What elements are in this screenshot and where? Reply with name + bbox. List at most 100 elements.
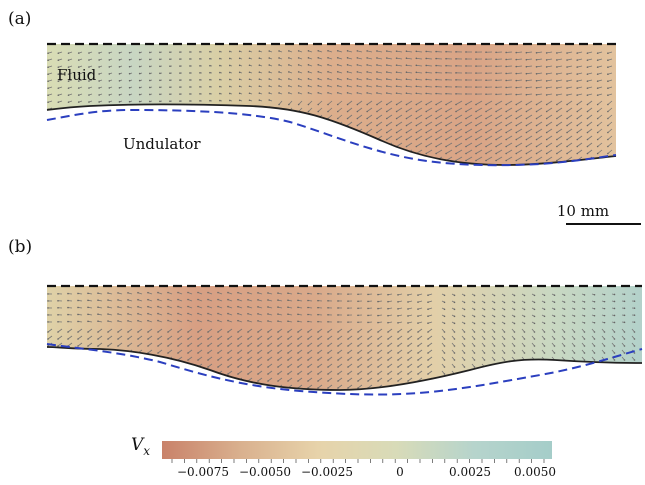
- velocity-arrow-head: [149, 79, 151, 82]
- velocity-arrow-head: [445, 124, 447, 127]
- velocity-arrow-head: [108, 52, 111, 54]
- velocity-arrow-head: [475, 117, 477, 120]
- velocity-arrow-head: [337, 387, 339, 389]
- velocity-arrow-head: [525, 131, 528, 134]
- velocity-arrow-head: [297, 145, 300, 148]
- velocity-arrow-head: [227, 312, 229, 315]
- velocity-arrow-head: [563, 345, 566, 347]
- velocity-arrow: [257, 328, 263, 333]
- velocity-arrow: [187, 328, 193, 333]
- velocity-arrow-head: [278, 64, 280, 66]
- velocity-arrow: [546, 72, 553, 75]
- velocity-arrow-head: [169, 72, 171, 75]
- velocity-arrow-head: [57, 59, 60, 61]
- velocity-arrow: [237, 328, 243, 333]
- velocity-arrow: [77, 356, 83, 361]
- velocity-arrow-head: [67, 313, 69, 316]
- velocity-arrow-head: [366, 50, 368, 52]
- velocity-arrow: [367, 377, 373, 382]
- velocity-arrow-head: [307, 64, 310, 66]
- velocity-arrow: [377, 335, 383, 340]
- velocity-arrow: [556, 107, 563, 112]
- velocity-arrow-head: [563, 352, 566, 354]
- velocity-arrow-head: [98, 157, 100, 159]
- velocity-arrow-head: [385, 103, 388, 106]
- velocity-arrow-head: [128, 128, 131, 131]
- velocity-arrow-head: [87, 292, 89, 295]
- velocity-arrow-head: [97, 331, 99, 333]
- velocity-arrow-head: [207, 331, 209, 333]
- velocity-arrow-head: [207, 298, 209, 301]
- velocity-arrow-head: [553, 345, 556, 347]
- velocity-arrow-head: [596, 73, 599, 75]
- velocity-arrow-head: [495, 65, 497, 68]
- velocity-arrow: [298, 142, 303, 147]
- velocity-arrow-head: [553, 366, 556, 368]
- velocity-arrow: [546, 93, 553, 96]
- velocity-arrow: [485, 142, 493, 147]
- velocity-arrow-head: [427, 345, 429, 347]
- velocity-arrow: [117, 363, 123, 368]
- velocity-arrow: [407, 370, 413, 375]
- velocity-arrow-head: [108, 122, 111, 124]
- velocity-arrow: [526, 128, 533, 133]
- velocity-arrow-head: [47, 66, 49, 68]
- velocity-arrow: [347, 328, 353, 333]
- velocity-arrow: [406, 142, 413, 147]
- velocity-arrow: [416, 128, 423, 133]
- velocity-arrow-head: [237, 319, 239, 322]
- velocity-arrow-head: [493, 352, 496, 354]
- velocity-arrow-head: [317, 92, 320, 94]
- velocity-arrow: [47, 356, 53, 361]
- velocity-arrow-head: [278, 124, 280, 127]
- velocity-arrow-head: [566, 73, 568, 75]
- velocity-arrow: [366, 142, 373, 147]
- velocity-arrow-head: [405, 152, 408, 155]
- velocity-arrow-head: [118, 87, 121, 89]
- velocity-arrow-head: [407, 322, 409, 324]
- velocity-arrow-head: [337, 321, 339, 323]
- velocity-arrow-head: [337, 366, 339, 368]
- velocity-arrow-head: [317, 71, 320, 73]
- velocity-arrow: [337, 384, 343, 389]
- velocity-arrow: [298, 128, 303, 133]
- velocity-arrow: [137, 363, 143, 368]
- velocity-arrow-head: [237, 312, 239, 315]
- velocity-arrow-head: [317, 103, 320, 106]
- velocity-arrow-head: [138, 128, 141, 131]
- velocity-arrow: [417, 363, 423, 368]
- velocity-arrow: [597, 121, 603, 126]
- velocity-arrow-head: [147, 387, 149, 389]
- velocity-arrow-head: [47, 122, 49, 124]
- velocity-arrow-head: [397, 301, 399, 303]
- velocity-arrow: [566, 121, 573, 126]
- velocity-arrow-head: [67, 299, 69, 302]
- velocity-arrow: [287, 328, 293, 333]
- velocity-arrow-head: [503, 345, 506, 347]
- velocity-arrow: [387, 356, 393, 361]
- velocity-arrow-head: [563, 301, 566, 303]
- velocity-arrow-head: [566, 94, 568, 96]
- velocity-arrow-head: [385, 50, 388, 52]
- velocity-arrow-head: [209, 141, 211, 144]
- velocity-arrow-head: [327, 124, 329, 127]
- velocity-arrow: [317, 328, 323, 333]
- velocity-arrow: [157, 335, 163, 340]
- velocity-arrow: [229, 142, 233, 144]
- velocity-arrow-head: [513, 322, 516, 325]
- velocity-arrow-head: [118, 157, 121, 159]
- velocity-arrow: [267, 370, 273, 375]
- velocity-arrow-head: [613, 373, 616, 375]
- velocity-arrow: [417, 356, 423, 361]
- velocity-arrow-head: [297, 331, 299, 333]
- velocity-arrow-head: [127, 373, 129, 375]
- velocity-arrow: [406, 114, 413, 119]
- velocity-arrow-head: [317, 110, 320, 113]
- velocity-arrow-head: [337, 345, 339, 347]
- velocity-arrow-head: [217, 291, 219, 294]
- velocity-arrow: [455, 149, 463, 154]
- velocity-arrow-head: [307, 380, 309, 382]
- velocity-arrow-head: [117, 313, 119, 315]
- velocity-arrow-head: [427, 294, 429, 296]
- velocity-arrow: [288, 135, 293, 140]
